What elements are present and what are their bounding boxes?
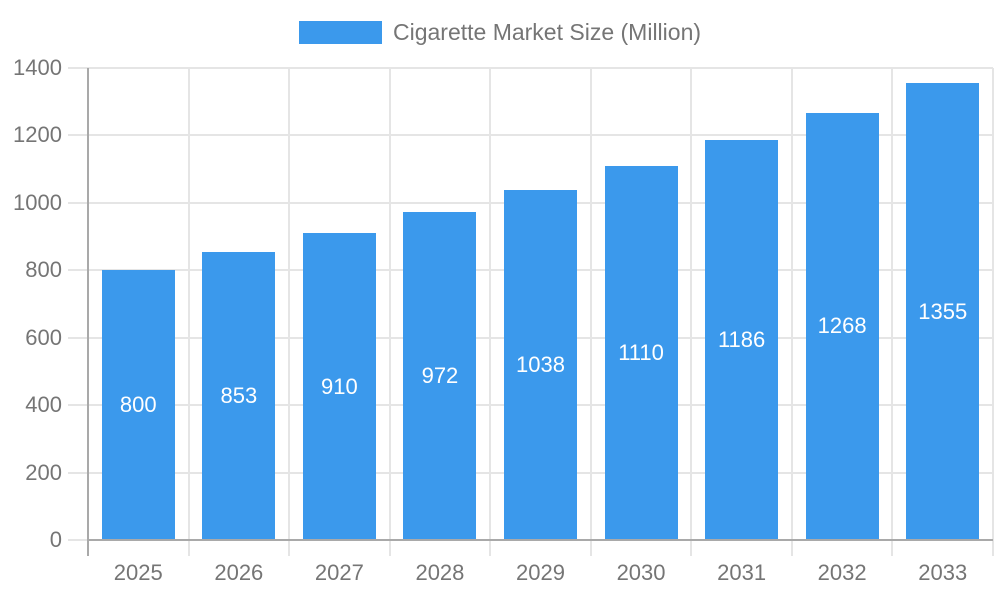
x-axis-tick [992, 540, 994, 556]
x-axis-tick [790, 540, 793, 556]
bar-value-label: 1355 [918, 298, 968, 324]
x-gridline [690, 68, 693, 540]
y-axis-tick [68, 404, 88, 407]
bar-value-label: 972 [421, 363, 459, 389]
x-gridline [891, 68, 894, 540]
y-axis-tick-label: 800 [25, 257, 62, 283]
bar-value-label: 910 [321, 373, 358, 399]
x-axis-tick-label: 2031 [717, 560, 767, 585]
x-axis-tick-label: 2032 [817, 560, 867, 585]
x-axis-tick-label: 2028 [415, 560, 465, 585]
x-axis-tick [288, 540, 291, 556]
legend[interactable]: Cigarette Market Size (Million) [0, 18, 1000, 46]
x-gridline [489, 68, 492, 540]
y-axis-tick-label: 0 [49, 527, 62, 552]
y-axis-tick-label: 1400 [13, 55, 62, 80]
bar-value-label: 1186 [717, 327, 766, 353]
x-gridline [589, 68, 592, 540]
y-axis-tick [68, 471, 88, 474]
bar[interactable]: 1038 [504, 190, 577, 540]
x-axis-tick [489, 540, 492, 556]
y-axis-tick [68, 67, 88, 69]
y-axis-tick-label: 200 [25, 459, 62, 485]
bar-value-label: 1268 [817, 313, 867, 339]
bar[interactable]: 800 [101, 270, 175, 540]
y-axis-tick [68, 336, 88, 339]
x-axis-tick-label: 2026 [214, 560, 264, 585]
x-axis-tick [891, 540, 894, 556]
legend-swatch [298, 20, 382, 44]
bar-value-label: 853 [220, 383, 258, 409]
x-axis-tick [690, 540, 693, 556]
x-gridline [388, 68, 391, 540]
y-axis-tick-label: 400 [25, 392, 62, 418]
y-axis-line [87, 68, 89, 556]
y-gridline [88, 134, 993, 137]
x-axis-tick [187, 540, 190, 556]
bar-value-label: 800 [119, 392, 157, 418]
bar[interactable]: 972 [403, 212, 477, 540]
bar[interactable]: 1186 [705, 140, 779, 540]
y-gridline [88, 67, 993, 69]
y-axis-tick-label: 1000 [13, 189, 62, 215]
x-axis-line [87, 539, 993, 541]
x-axis-tick-label: 2030 [616, 560, 666, 585]
x-axis-tick-label: 2029 [516, 560, 565, 585]
bar[interactable]: 910 [302, 233, 376, 540]
y-axis-tick [68, 269, 88, 272]
x-axis-tick-label: 2025 [113, 560, 163, 585]
x-axis-tick-label: 2033 [918, 560, 968, 585]
bar[interactable]: 1355 [906, 83, 980, 540]
x-gridline [288, 68, 291, 540]
x-gridline [187, 68, 190, 540]
x-axis-tick [589, 540, 592, 556]
y-axis-tick-label: 600 [25, 324, 62, 350]
x-gridline [790, 68, 793, 540]
legend-label: Cigarette Market Size (Million) [392, 19, 702, 45]
x-axis-tick [388, 540, 391, 556]
y-axis-tick [68, 201, 88, 204]
bar[interactable]: 1110 [604, 165, 678, 540]
y-axis-tick [68, 134, 88, 137]
y-axis-tick-label: 1200 [13, 122, 62, 148]
bar-value-label: 1038 [516, 352, 565, 377]
bar[interactable]: 1268 [805, 112, 879, 540]
x-gridline [992, 68, 994, 540]
bar-value-label: 1110 [618, 339, 664, 365]
y-axis-tick [68, 539, 88, 541]
x-axis-tick-label: 2027 [314, 560, 364, 585]
bar[interactable]: 853 [202, 252, 276, 540]
